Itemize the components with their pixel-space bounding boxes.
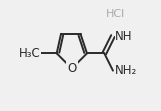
Text: O: O [67,62,76,75]
Text: HCl: HCl [105,9,125,19]
Text: NH: NH [115,30,133,43]
Text: H₃C: H₃C [19,47,40,60]
Text: NH₂: NH₂ [115,64,137,77]
